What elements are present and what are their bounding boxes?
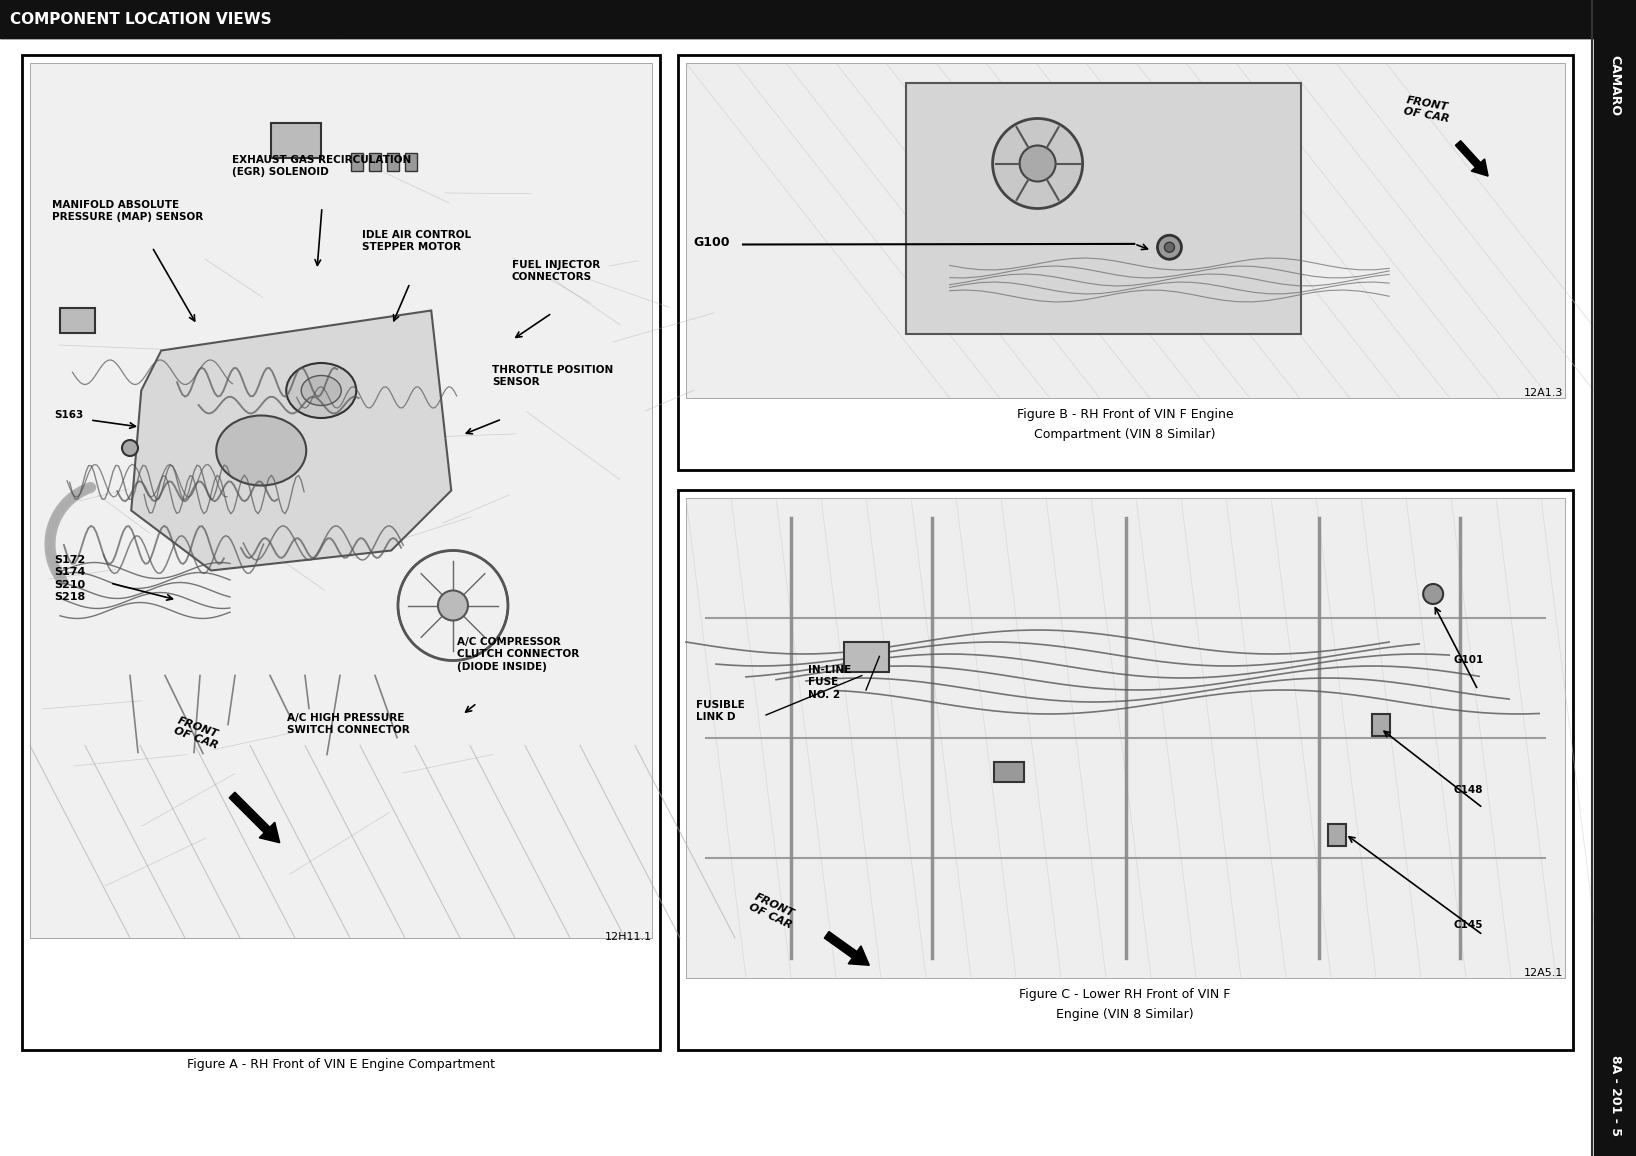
Circle shape xyxy=(1157,236,1181,259)
Text: G100: G100 xyxy=(694,236,730,249)
Text: IN-LINE
FUSE
NO. 2: IN-LINE FUSE NO. 2 xyxy=(808,665,851,699)
Bar xyxy=(1593,0,1636,1156)
Text: FRONT
OF CAR: FRONT OF CAR xyxy=(748,891,798,931)
Bar xyxy=(685,498,1566,978)
Text: Figure C - Lower RH Front of VIN F: Figure C - Lower RH Front of VIN F xyxy=(1019,988,1230,1001)
Circle shape xyxy=(438,591,468,621)
Bar xyxy=(1371,714,1389,736)
Text: FRONT
OF CAR: FRONT OF CAR xyxy=(1404,95,1453,125)
Bar xyxy=(993,762,1024,781)
Bar xyxy=(0,0,1636,38)
Bar xyxy=(388,153,399,171)
Text: Figure B - RH Front of VIN F Engine: Figure B - RH Front of VIN F Engine xyxy=(1016,408,1234,421)
Text: 12A5.1: 12A5.1 xyxy=(1523,968,1562,978)
Bar xyxy=(0,0,340,38)
Text: MANIFOLD ABSOLUTE
PRESSURE (MAP) SENSOR: MANIFOLD ABSOLUTE PRESSURE (MAP) SENSOR xyxy=(52,200,203,222)
Text: 12H11.1: 12H11.1 xyxy=(605,932,653,942)
Bar xyxy=(352,153,363,171)
Bar xyxy=(677,55,1572,470)
Circle shape xyxy=(123,440,137,455)
Bar xyxy=(906,83,1301,334)
Text: EXHAUST GAS RECIRCULATION
(EGR) SOLENOID: EXHAUST GAS RECIRCULATION (EGR) SOLENOID xyxy=(232,155,411,177)
FancyArrow shape xyxy=(825,932,869,965)
Text: A/C COMPRESSOR
CLUTCH CONNECTOR
(DIODE INSIDE): A/C COMPRESSOR CLUTCH CONNECTOR (DIODE I… xyxy=(456,637,579,672)
Text: COMPONENT LOCATION VIEWS: COMPONENT LOCATION VIEWS xyxy=(10,12,272,27)
Bar xyxy=(370,153,381,171)
Text: Compartment (VIN 8 Similar): Compartment (VIN 8 Similar) xyxy=(1034,428,1216,440)
Text: CAMARO: CAMARO xyxy=(1608,55,1621,116)
Text: FUSIBLE
LINK D: FUSIBLE LINK D xyxy=(695,701,744,722)
Text: Engine (VIN 8 Similar): Engine (VIN 8 Similar) xyxy=(1057,1008,1194,1021)
Ellipse shape xyxy=(301,376,342,406)
FancyArrow shape xyxy=(229,792,280,843)
Text: A/C HIGH PRESSURE
SWITCH CONNECTOR: A/C HIGH PRESSURE SWITCH CONNECTOR xyxy=(286,713,409,735)
Circle shape xyxy=(1019,146,1055,181)
Bar xyxy=(272,123,321,158)
Circle shape xyxy=(993,119,1083,208)
Text: IDLE AIR CONTROL
STEPPER MOTOR: IDLE AIR CONTROL STEPPER MOTOR xyxy=(362,230,471,252)
Text: THROTTLE POSITION
SENSOR: THROTTLE POSITION SENSOR xyxy=(492,365,614,387)
Bar xyxy=(29,62,653,938)
Bar xyxy=(685,62,1566,398)
Bar xyxy=(844,642,890,672)
Text: FRONT
OF CAR: FRONT OF CAR xyxy=(172,716,222,751)
Text: G101: G101 xyxy=(1453,655,1484,665)
Bar xyxy=(677,490,1572,1050)
Bar xyxy=(61,307,95,333)
Bar xyxy=(1328,824,1346,846)
Text: Figure A - RH Front of VIN E Engine Compartment: Figure A - RH Front of VIN E Engine Comp… xyxy=(187,1058,496,1070)
Ellipse shape xyxy=(286,363,357,418)
FancyArrow shape xyxy=(1456,141,1489,176)
Text: C148: C148 xyxy=(1453,785,1482,795)
Text: C145: C145 xyxy=(1453,920,1482,929)
Bar xyxy=(340,0,1593,38)
Text: 12A1.3: 12A1.3 xyxy=(1523,388,1562,398)
Bar xyxy=(21,55,659,1050)
Polygon shape xyxy=(131,311,452,571)
Circle shape xyxy=(1423,584,1443,603)
Bar xyxy=(406,153,417,171)
Circle shape xyxy=(1165,243,1175,252)
Text: 8A - 201 - 5: 8A - 201 - 5 xyxy=(1608,1055,1621,1136)
Text: S172
S174
S210
S218: S172 S174 S210 S218 xyxy=(54,555,85,602)
Ellipse shape xyxy=(216,415,306,486)
Text: FUEL INJECTOR
CONNECTORS: FUEL INJECTOR CONNECTORS xyxy=(512,260,600,282)
Text: S163: S163 xyxy=(54,410,83,420)
